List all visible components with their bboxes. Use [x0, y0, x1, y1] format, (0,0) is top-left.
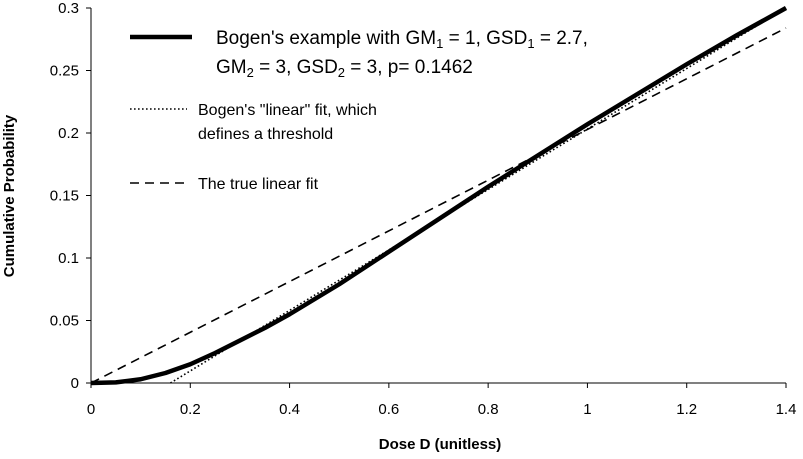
legend-label: GM2 = 3, GSD2 = 3, p= 0.1462 — [216, 57, 473, 80]
tick-labels: 0 0.05 0.1 0.15 0.2 0.25 0.3 0 0.2 0.4 0.6 0.8 1 1.2 1… — [50, 0, 797, 418]
y-tick-label: 0.3 — [58, 0, 79, 17]
x-tick-label: 1.2 — [676, 401, 697, 418]
legend-label: Bogen's example with GM1 = 1, GSD1 = 2.7… — [216, 28, 588, 51]
y-tick-label: 0 — [71, 375, 79, 392]
legend-label: The true linear fit — [198, 176, 319, 193]
series-line-1 — [90, 6, 788, 386]
legend-label: Bogen's "linear" fit, which — [198, 102, 377, 119]
y-tick-label: 0.15 — [50, 188, 79, 205]
y-tick-label: 0.1 — [58, 250, 79, 267]
y-tick-label: 0.25 — [50, 63, 79, 80]
x-tick-label: 1.4 — [776, 401, 797, 418]
x-tick-label: 0.6 — [378, 401, 399, 418]
x-tick-label: 0.8 — [478, 401, 499, 418]
legend: Bogen's example with GM1 = 1, GSD1 = 2.7… — [130, 28, 588, 193]
x-tick-label: 0 — [87, 401, 95, 418]
legend-label: defines a threshold — [198, 126, 333, 143]
y-tick-label: 0.05 — [50, 313, 79, 330]
x-tick-label: 0.4 — [279, 401, 300, 418]
y-tick-label: 0.2 — [58, 125, 79, 142]
x-axis-title: Dose D (unitless) — [379, 436, 502, 453]
series-lines — [90, 6, 788, 386]
x-tick-label: 1 — [583, 401, 591, 418]
x-tick-label: 0.2 — [180, 401, 201, 418]
y-axis-title: Cumulative Probability — [1, 114, 18, 277]
series-line-3 — [90, 27, 787, 384]
